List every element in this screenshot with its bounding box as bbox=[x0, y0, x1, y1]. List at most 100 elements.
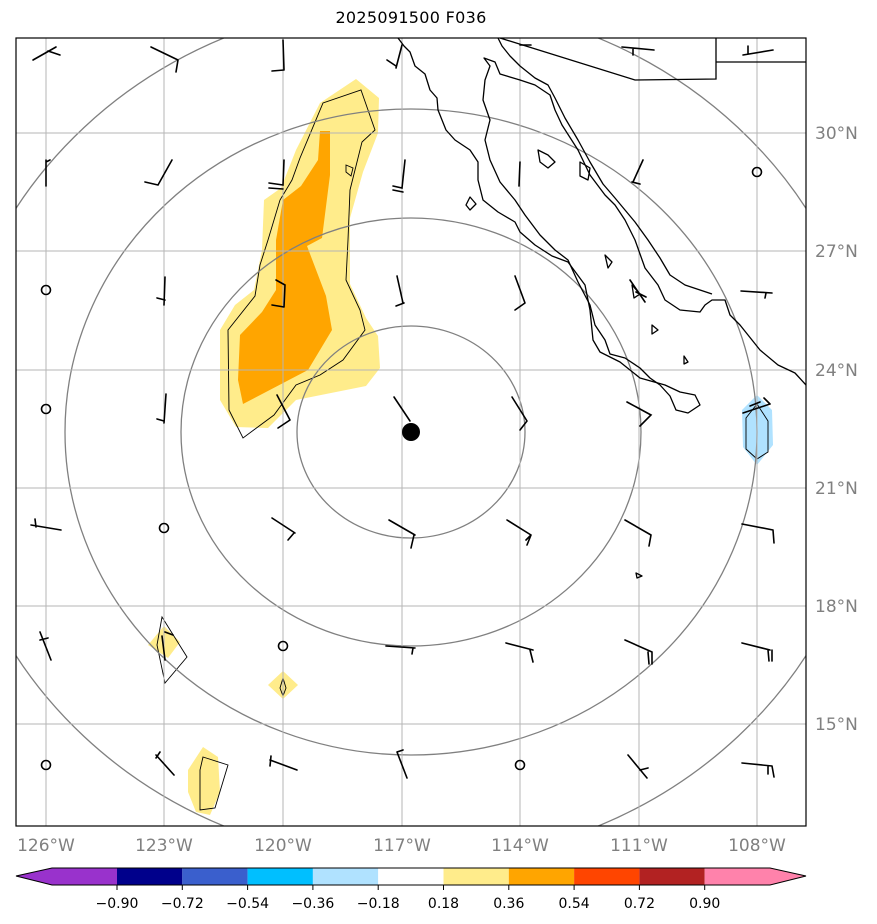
us-mexico-border bbox=[499, 38, 806, 81]
colorbar-tick-label: 0.90 bbox=[689, 896, 720, 912]
colorbar-segment bbox=[117, 868, 183, 885]
calm-wind-marker bbox=[40, 284, 52, 296]
colorbar-segment bbox=[508, 868, 575, 885]
colorbar-extend-low bbox=[16, 868, 117, 885]
lon-label: 126°W bbox=[17, 836, 75, 856]
wind-barb bbox=[156, 276, 166, 306]
wind-barb bbox=[385, 645, 416, 655]
wind-barb bbox=[395, 275, 405, 307]
wind-barb bbox=[268, 159, 285, 190]
colorbar-segment bbox=[574, 868, 640, 885]
lat-label: 30°N bbox=[815, 124, 858, 144]
baja-gulf-coast bbox=[482, 57, 806, 386]
map-frame bbox=[15, 37, 807, 827]
lat-label: 27°N bbox=[815, 242, 858, 262]
colorbar-ticks bbox=[116, 885, 706, 890]
wind-barb bbox=[626, 401, 653, 427]
coastline bbox=[397, 38, 806, 579]
wind-barb bbox=[631, 159, 644, 185]
island-2 bbox=[579, 161, 591, 181]
wind-barbs bbox=[30, 39, 775, 779]
colorbar-segment bbox=[247, 868, 313, 885]
wind-barb bbox=[741, 762, 775, 778]
wind-barb bbox=[742, 397, 771, 414]
island-6 bbox=[651, 324, 659, 335]
mainland-coast bbox=[497, 38, 713, 295]
island-4 bbox=[604, 254, 613, 269]
lon-label: 117°W bbox=[373, 836, 431, 856]
colorbar: −0.90 −0.72 −0.54 −0.36 −0.18 0.18 0.36 … bbox=[15, 867, 807, 912]
calm-wind-marker bbox=[40, 759, 52, 771]
lon-label: 114°W bbox=[491, 836, 549, 856]
wind-barb bbox=[741, 523, 775, 544]
colorbar-tick-label: 0.54 bbox=[559, 896, 590, 912]
colorbar-tick-label: −0.18 bbox=[357, 896, 400, 912]
wind-barb bbox=[511, 396, 528, 431]
wind-barb bbox=[388, 519, 416, 549]
range-ring-12deg bbox=[16, 38, 806, 826]
lat-label: 21°N bbox=[815, 479, 858, 499]
wind-barb bbox=[742, 45, 774, 56]
wind-barb bbox=[740, 290, 773, 299]
colorbar-tick-label: 0.18 bbox=[428, 896, 459, 912]
longitude-labels: 126°W 123°W 120°W 117°W 114°W 111°W 108°… bbox=[17, 836, 786, 856]
wind-barb bbox=[741, 642, 773, 662]
range-ring-3deg bbox=[296, 325, 526, 539]
lon-label: 111°W bbox=[610, 836, 668, 856]
colorbar-segment bbox=[182, 868, 248, 885]
lon-label: 120°W bbox=[254, 836, 312, 856]
calm-wind-marker bbox=[751, 166, 763, 178]
wind-barb bbox=[271, 517, 296, 541]
wind-barb bbox=[514, 275, 526, 311]
colorbar-outline bbox=[15, 867, 807, 886]
map-plot-area bbox=[16, 38, 806, 826]
wind-barb bbox=[624, 639, 653, 665]
lon-label: 108°W bbox=[728, 836, 786, 856]
shading-orange-main bbox=[238, 131, 332, 404]
lat-label: 18°N bbox=[815, 597, 858, 617]
shading-patch-122w bbox=[188, 747, 220, 815]
colorbar-tick-label: −0.36 bbox=[291, 896, 334, 912]
range-ring-6deg bbox=[180, 217, 642, 647]
island-1 bbox=[537, 149, 556, 169]
wind-barb bbox=[144, 159, 173, 186]
wind-barb bbox=[627, 754, 649, 779]
wind-barb bbox=[271, 279, 286, 308]
wind-barb bbox=[150, 46, 179, 73]
wind-barb bbox=[505, 642, 534, 663]
wind-barb bbox=[161, 631, 174, 661]
colorbar-tick-label: 0.36 bbox=[493, 896, 524, 912]
colorbar-segment bbox=[443, 868, 509, 885]
calm-wind-marker bbox=[40, 403, 52, 415]
wind-barb bbox=[392, 159, 406, 193]
colorbar-tick-label: −0.72 bbox=[161, 896, 204, 912]
colorbar-segment bbox=[312, 868, 379, 885]
wind-barb bbox=[276, 394, 291, 429]
wind-barb bbox=[269, 755, 298, 771]
map-title: 2025091500 F036 bbox=[335, 8, 487, 27]
colorbar-segment bbox=[378, 868, 444, 885]
wind-barb bbox=[45, 159, 51, 187]
wind-barb bbox=[506, 519, 532, 546]
wind-barb bbox=[30, 518, 62, 531]
storm-center-marker bbox=[402, 423, 420, 441]
wind-barb bbox=[396, 749, 408, 779]
wind-barb bbox=[629, 279, 647, 303]
island-3 bbox=[465, 196, 477, 211]
colorbar-tick-label: −0.54 bbox=[226, 896, 269, 912]
latitude-labels: 30°N 27°N 24°N 21°N 18°N 15°N bbox=[815, 124, 858, 735]
lat-label: 15°N bbox=[815, 715, 858, 735]
calm-wind-marker bbox=[158, 522, 170, 534]
colorbar-tick-label: 0.72 bbox=[624, 896, 655, 912]
lon-label: 123°W bbox=[135, 836, 193, 856]
wind-barb bbox=[386, 44, 403, 69]
wind-barb bbox=[518, 161, 521, 187]
island-8 bbox=[635, 572, 643, 579]
wind-barb bbox=[39, 631, 52, 661]
baja-pacific-coast bbox=[397, 38, 701, 414]
wind-barb bbox=[624, 519, 652, 547]
wind-barb bbox=[156, 393, 167, 424]
lat-label: 24°N bbox=[815, 361, 858, 381]
colorbar-tick-label: −0.90 bbox=[96, 896, 139, 912]
